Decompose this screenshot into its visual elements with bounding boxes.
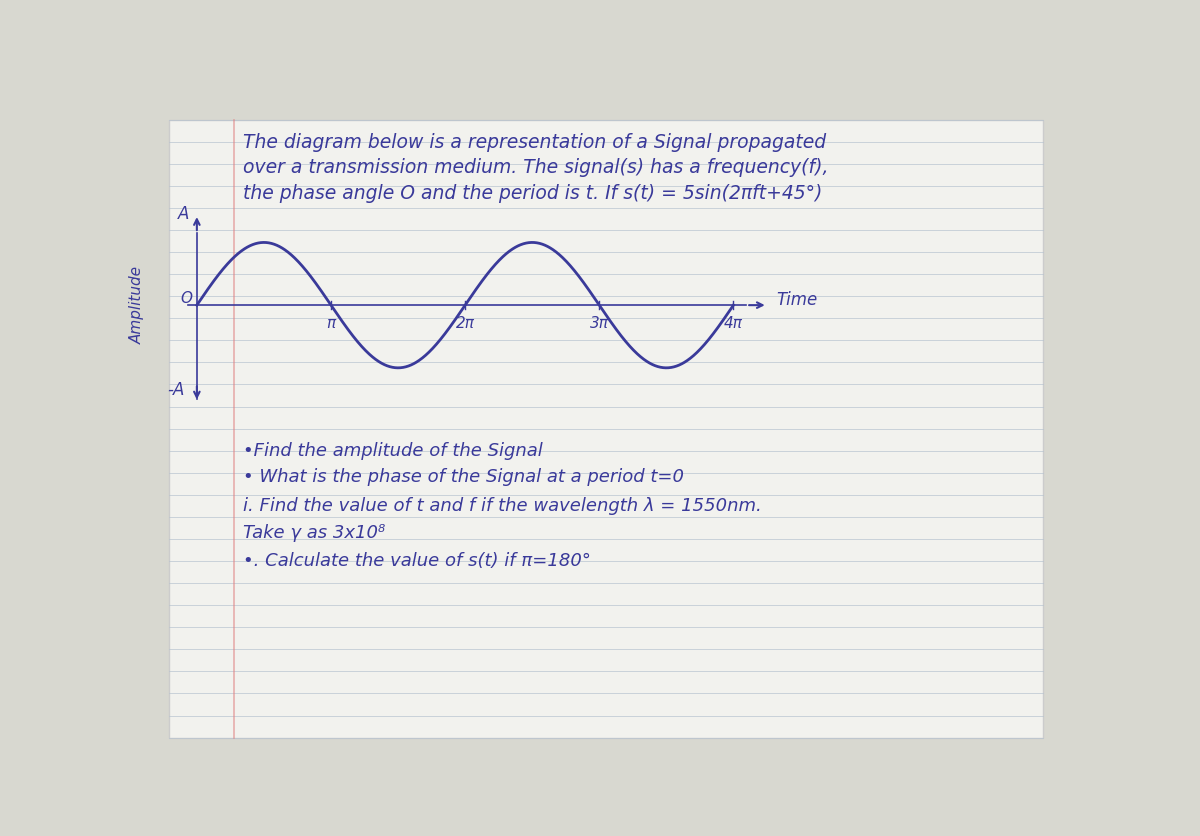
Text: Take γ as 3x10⁸: Take γ as 3x10⁸ [242,524,385,542]
Text: i. Find the value of t and f if the wavelength λ = 1550nm.: i. Find the value of t and f if the wave… [242,497,762,515]
Text: π: π [326,316,336,331]
Text: Time: Time [776,291,817,309]
Text: 4π: 4π [724,316,743,331]
Text: A: A [179,205,190,223]
Text: •. Calculate the value of s(t) if π=180°: •. Calculate the value of s(t) if π=180° [242,552,590,569]
Text: The diagram below is a representation of a Signal propagated: The diagram below is a representation of… [242,133,826,151]
Text: O: O [180,292,192,306]
Text: •Find the amplitude of the Signal: •Find the amplitude of the Signal [242,442,542,460]
Text: Amplitude: Amplitude [130,266,144,344]
Text: the phase angle O and the period is t. If s(t) = 5sin(2πft+45°): the phase angle O and the period is t. I… [242,184,822,203]
Text: 3π: 3π [590,316,608,331]
Text: -A: -A [167,380,184,399]
Text: 2π: 2π [456,316,474,331]
Text: • What is the phase of the Signal at a period t=0: • What is the phase of the Signal at a p… [242,468,684,486]
Text: over a transmission medium. The signal(s) has a frequency(f),: over a transmission medium. The signal(s… [242,158,828,177]
